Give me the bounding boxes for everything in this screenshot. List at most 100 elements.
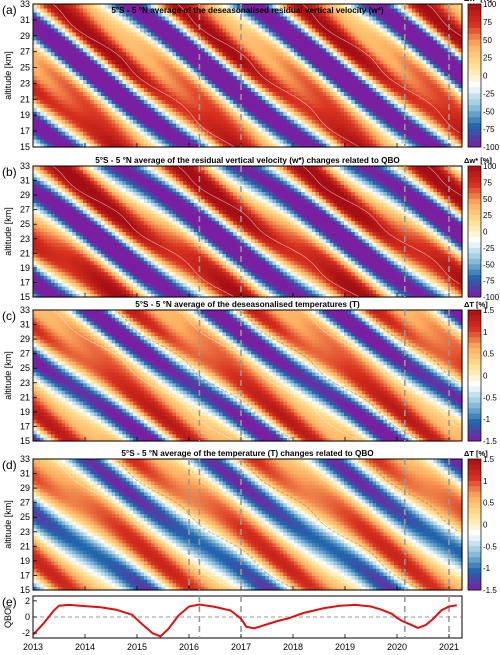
heatmap-cell [215, 7, 220, 13]
heatmap-cell [158, 27, 163, 33]
heatmap-cell [75, 103, 81, 108]
heatmap-cell [326, 15, 331, 21]
heatmap-cell [315, 99, 320, 104]
heatmap-cell [308, 27, 313, 33]
heatmap-cell [454, 67, 460, 73]
heatmap-cell [90, 15, 95, 21]
heatmap-cell [429, 23, 434, 29]
heatmap-cell [176, 23, 181, 29]
heatmap-cell [326, 75, 331, 81]
heatmap-cell [372, 47, 377, 53]
heatmap-cell [390, 11, 395, 17]
heatmap-cell [75, 289, 81, 294]
heatmap-cell [265, 59, 270, 65]
heatmap-cell [179, 31, 184, 37]
heatmap-cell [293, 103, 299, 108]
heatmap-cell [354, 103, 359, 108]
heatmap-cell [444, 123, 449, 128]
heatmap-cell [358, 143, 363, 148]
heatmap-cell [311, 43, 317, 49]
heatmap-cell [240, 51, 245, 57]
heatmap-cell [440, 139, 445, 144]
heatmap-cell [458, 123, 463, 128]
heatmap-cell [129, 107, 134, 112]
heatmap-cell [447, 99, 452, 104]
heatmap-cell [47, 35, 52, 41]
heatmap-cell [33, 227, 38, 233]
heatmap-cell [251, 7, 256, 13]
heatmap-cell [50, 180, 56, 185]
heatmap-cell [208, 87, 213, 92]
heatmap-cell [33, 135, 38, 140]
heatmap-cell [218, 31, 224, 37]
heatmap-cell [236, 59, 241, 65]
heatmap-cell [129, 59, 134, 65]
heatmap-cell [226, 23, 231, 29]
heatmap-cell [283, 95, 288, 100]
heatmap-cell [304, 91, 309, 96]
heatmap-cell [261, 11, 266, 17]
heatmap-cell [43, 173, 48, 178]
heatmap-cell [336, 31, 342, 37]
heatmap-cell [118, 4, 123, 9]
heatmap-cell [422, 87, 427, 92]
heatmap-cell [154, 75, 159, 81]
heatmap-cell [458, 27, 463, 33]
heatmap-cell [161, 23, 166, 29]
heatmap-cell [458, 51, 463, 57]
heatmap-cell [372, 31, 377, 37]
heatmap-cell [190, 87, 195, 92]
heatmap-cell [283, 19, 288, 25]
heatmap-cell [233, 119, 238, 124]
heatmap-cell [415, 143, 420, 148]
heatmap-cell [183, 115, 188, 120]
heatmap-cell [379, 91, 384, 96]
heatmap-cell [408, 115, 413, 120]
heatmap-cell [404, 83, 409, 89]
heatmap-cell [365, 87, 370, 92]
heatmap-cell [444, 75, 449, 81]
heatmap-cell [50, 220, 56, 225]
heatmap-cell [429, 7, 434, 13]
heatmap-cell [283, 27, 288, 33]
heatmap-cell [358, 123, 363, 128]
heatmap-cell [383, 31, 388, 37]
heatmap-cell [36, 176, 41, 182]
heatmap-cell [272, 63, 277, 69]
heatmap-cell [329, 15, 334, 21]
heatmap-cell [351, 23, 356, 29]
heatmap-cell [347, 71, 352, 77]
heatmap-cell [458, 115, 463, 120]
heatmap-cell [100, 131, 106, 136]
heatmap-cell [68, 271, 73, 276]
heatmap-cell [261, 79, 266, 85]
heatmap-cell [75, 51, 81, 57]
heatmap-cell [290, 79, 295, 85]
heatmap-cell [436, 31, 442, 37]
heatmap-cell [100, 31, 106, 37]
heatmap-cell [286, 19, 291, 25]
heatmap-cell [322, 83, 327, 89]
heatmap-cell [68, 166, 73, 171]
heatmap-cell [40, 19, 45, 25]
heatmap-cell [376, 39, 381, 45]
heatmap-cell [251, 11, 256, 17]
heatmap-cell [86, 213, 91, 218]
contour-line [239, 3, 422, 148]
heatmap-cell [61, 35, 66, 41]
heatmap-cell [394, 15, 399, 21]
heatmap-cell [369, 127, 374, 132]
heatmap-cell [326, 7, 331, 13]
heatmap-cell [211, 35, 216, 41]
heatmap-cell [86, 169, 91, 174]
heatmap-cell [86, 166, 91, 171]
heatmap-cell [47, 107, 52, 112]
heatmap-cell [419, 63, 424, 69]
heatmap-cell [161, 43, 166, 49]
heatmap-cell [33, 293, 38, 298]
heatmap-cell [36, 213, 41, 218]
heatmap-cell [297, 23, 302, 29]
heatmap-cell [454, 55, 460, 61]
heatmap-cell [72, 260, 77, 265]
heatmap-cell [40, 166, 45, 171]
